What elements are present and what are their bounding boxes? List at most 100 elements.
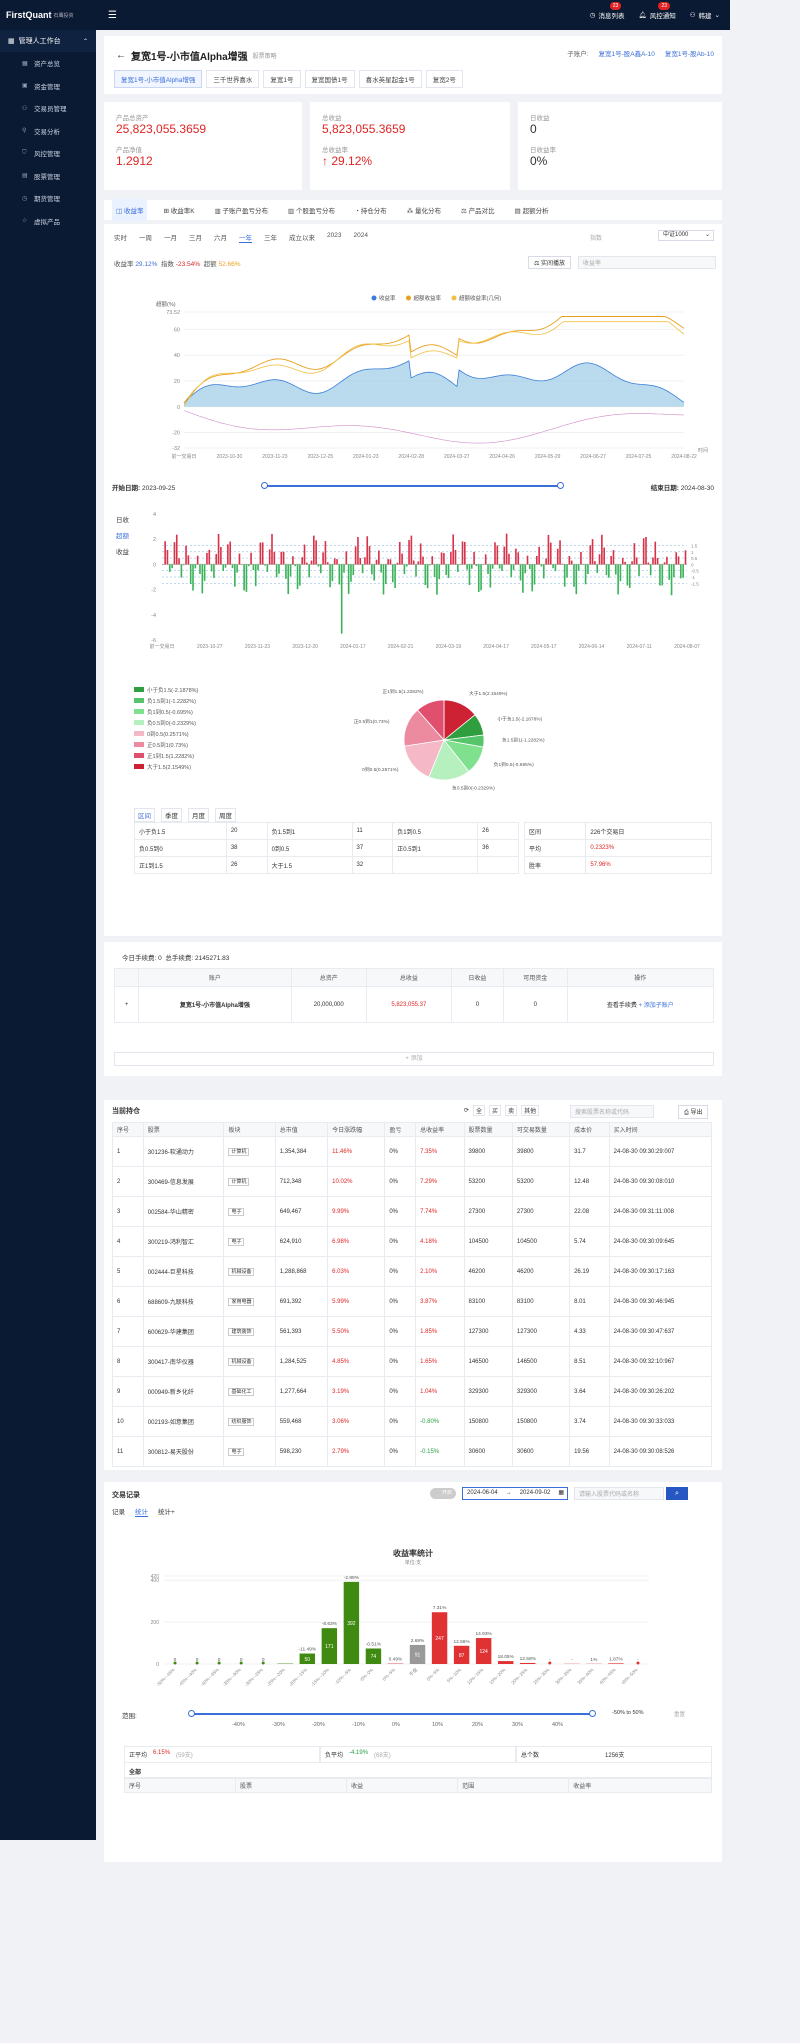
trade-header[interactable]: 收益 bbox=[346, 1778, 459, 1793]
side-tab[interactable]: 收益 bbox=[116, 549, 129, 556]
pie-legend-item[interactable]: 负0.5到0(-0.2329%) bbox=[134, 717, 198, 728]
period-tab[interactable]: 区间 bbox=[134, 808, 155, 822]
table-row[interactable]: 11 300812-易天股份 电子 598,230 2.79% 0% -0.15% 30600… bbox=[112, 1436, 713, 1467]
trade-range-slider[interactable]: 范围: -40% -30% -20% -10% 0% 10% 20% 30% 40% -50% to… bbox=[112, 1708, 712, 1738]
position-filter[interactable]: 卖 bbox=[505, 1105, 518, 1116]
sub-account-link-2[interactable]: 复宽1号-股Ab-10 bbox=[664, 51, 714, 58]
stock-search-input[interactable]: 搜索股票名称或代码 bbox=[570, 1105, 654, 1118]
position-filter[interactable]: 全 bbox=[473, 1105, 486, 1116]
pie-legend-item[interactable]: 大于1.5(2.1549%) bbox=[134, 761, 198, 772]
side-tab[interactable]: 日收 bbox=[116, 517, 129, 524]
position-header[interactable]: 可交易数量 bbox=[511, 1122, 571, 1137]
sidebar-item-2[interactable]: ⚇ 交易员管理 bbox=[0, 97, 96, 120]
tab-6[interactable]: ⚖ 产品对比 bbox=[457, 199, 499, 221]
range-option[interactable]: 六月 bbox=[214, 235, 227, 242]
table-row[interactable]: 5 002444-巨星科技 机械设备 1,288,868 6.03% 0% 2.10% 462… bbox=[112, 1256, 713, 1287]
sidebar-item-0[interactable]: ▦ 资产总览 bbox=[0, 52, 96, 75]
product-tab[interactable]: 复宽1号-小市值Alpha增强 bbox=[114, 70, 203, 88]
trade-range-start-handle[interactable] bbox=[188, 1710, 195, 1717]
tab-5[interactable]: ⁂ 量化分布 bbox=[403, 199, 445, 221]
position-header[interactable]: 今日涨跌幅 bbox=[327, 1122, 386, 1137]
refresh-icon[interactable]: ⟳ bbox=[464, 1108, 470, 1114]
search-button[interactable]: ⌕ bbox=[666, 1487, 688, 1500]
back-arrow-icon[interactable]: ← bbox=[116, 50, 126, 61]
position-header[interactable]: 总收益率 bbox=[415, 1122, 465, 1137]
table-row[interactable]: 8 300417-南华仪器 机械设备 1,284,525 4.85% 0% 1.65% 146… bbox=[112, 1346, 713, 1377]
range-option[interactable]: 2024 bbox=[353, 232, 368, 239]
add-account-button[interactable]: + 添加 bbox=[114, 1052, 714, 1066]
tab-1[interactable]: ⊞ 收益率K bbox=[159, 199, 198, 221]
position-header[interactable]: 买入时间 bbox=[608, 1122, 713, 1137]
trade-tab[interactable]: 统计+ bbox=[158, 1509, 175, 1516]
slider-end-handle[interactable] bbox=[557, 482, 564, 489]
trade-tab[interactable]: 记录 bbox=[112, 1509, 125, 1516]
position-filter[interactable]: 买 bbox=[489, 1105, 502, 1116]
sidebar-item-6[interactable]: ◷ 期货管理 bbox=[0, 187, 96, 210]
date-range-picker[interactable]: 2024-06-04 → 2024-09-02 ▦ bbox=[462, 1487, 568, 1500]
table-row[interactable]: 4 300219-鸿利智汇 电子 624,910 6.98% 0% 4.18% 104500 1… bbox=[112, 1226, 713, 1257]
trade-header[interactable]: 范围 bbox=[457, 1778, 570, 1793]
sidebar-item-3[interactable]: ⚲ 交易分析 bbox=[0, 120, 96, 143]
sidebar-group-workbench[interactable]: ▦ 管理人工作台 ⌃ bbox=[0, 30, 96, 52]
position-header[interactable]: 股票数量 bbox=[463, 1122, 513, 1137]
position-header[interactable]: 序号 bbox=[112, 1122, 144, 1137]
sidebar-item-7[interactable]: ☆ 虚拟产品 bbox=[0, 210, 96, 233]
trade-search-input[interactable]: 请输入股票代码或名称 bbox=[574, 1487, 664, 1500]
table-row[interactable]: 3 002584-华山精密 电子 649,467 9.99% 0% 7.74% 27300 27… bbox=[112, 1196, 713, 1227]
compare-select[interactable]: 中证1000 ⌄ bbox=[658, 230, 714, 241]
sidebar-item-1[interactable]: ▣ 资金管理 bbox=[0, 75, 96, 98]
tab-3[interactable]: ▥ 个股盈亏分布 bbox=[284, 199, 339, 221]
sidebar-item-4[interactable]: ⛉ 风控管理 bbox=[0, 142, 96, 165]
pie-legend-item[interactable]: 小于负1.5(-2.1878%) bbox=[134, 684, 198, 695]
position-header[interactable]: 板块 bbox=[223, 1122, 276, 1137]
side-tab[interactable]: 超额 bbox=[116, 533, 129, 540]
trade-header[interactable]: 股票 bbox=[235, 1778, 348, 1793]
range-option[interactable]: 一年 bbox=[239, 232, 252, 243]
add-sub-account-link[interactable]: + 添加子账户 bbox=[638, 1003, 674, 1009]
messages-button[interactable]: ◷ 消息列表 23 bbox=[590, 2, 624, 20]
position-header[interactable]: 股票 bbox=[142, 1122, 225, 1137]
table-row[interactable]: 1 301236-软通动力 计算机 1,354,384 11.46% 0% 7.35% 398… bbox=[112, 1136, 713, 1167]
trade-tab[interactable]: 统计 bbox=[135, 1506, 148, 1517]
trade-header[interactable]: 收益率 bbox=[568, 1778, 712, 1793]
risk-notice-button[interactable]: 🔔︎ 风控通知 23 bbox=[638, 2, 676, 20]
range-option[interactable]: 三月 bbox=[189, 235, 202, 242]
tab-7[interactable]: ▤ 超额分析 bbox=[511, 199, 553, 221]
product-tab[interactable]: 复宽国债1号 bbox=[304, 70, 355, 88]
menu-toggle-icon[interactable]: ☰ bbox=[108, 9, 117, 21]
range-option[interactable]: 一周 bbox=[139, 235, 152, 242]
position-header[interactable]: 盈亏 bbox=[384, 1122, 417, 1137]
pie-legend-item[interactable]: 正0.5到1(0.73%) bbox=[134, 739, 198, 750]
position-header[interactable]: 总市值 bbox=[274, 1122, 329, 1137]
sidebar-item-5[interactable]: ▤ 股票管理 bbox=[0, 165, 96, 188]
position-filter[interactable]: 其他 bbox=[521, 1105, 540, 1116]
pie-legend-item[interactable]: 负1.5到1(-1.2282%) bbox=[134, 695, 198, 706]
sub-account-link-1[interactable]: 复宽1号-股A鑫A-10 bbox=[598, 51, 655, 58]
trade-range-end-handle[interactable] bbox=[589, 1710, 596, 1717]
pie-legend-item[interactable]: 负1到0.5(-0.695%) bbox=[134, 706, 198, 717]
range-option[interactable]: 实时 bbox=[114, 235, 127, 242]
tab-2[interactable]: ▥ 子账户盈亏分布 bbox=[211, 199, 272, 221]
realtime-toggle[interactable]: 开启 bbox=[430, 1488, 456, 1499]
table-row[interactable]: 6 688609-九联科技 家用电器 691,392 5.99% 0% 3.87% 83100… bbox=[112, 1286, 713, 1317]
table-row[interactable]: 9 000949-新乡化纤 基础化工 1,277,664 3.19% 0% 1.04% 329… bbox=[112, 1376, 713, 1407]
product-tab[interactable]: 三千世界喜水 bbox=[206, 70, 260, 88]
range-option[interactable]: 三年 bbox=[264, 235, 277, 242]
logo[interactable]: FirstQuant 石鹰投资 bbox=[0, 0, 96, 30]
user-menu[interactable]: ⚇ 韩建 ⌄ bbox=[690, 10, 720, 20]
period-tab[interactable]: 月度 bbox=[188, 808, 209, 822]
view-fee-link[interactable]: 查看手续费 bbox=[606, 1003, 637, 1009]
playback-button[interactable]: ⚖ 实间播放 bbox=[528, 256, 572, 269]
rate-search-input[interactable]: 收益率 bbox=[578, 256, 716, 269]
product-tab[interactable]: 喜水英星起金1号 bbox=[358, 70, 422, 88]
range-option[interactable]: 成立以来 bbox=[289, 235, 315, 242]
product-tab[interactable]: 复宽1号 bbox=[263, 70, 301, 88]
export-button[interactable]: ⎙ 导出 bbox=[678, 1105, 709, 1119]
range-option[interactable]: 一月 bbox=[164, 235, 177, 242]
tab-0[interactable]: ◫ 收益率 bbox=[112, 199, 148, 221]
table-row[interactable]: 7 600629-华建集团 建筑装饰 561,393 5.50% 0% 1.85% 12730… bbox=[112, 1316, 713, 1347]
expand-row-button[interactable]: + bbox=[113, 986, 140, 1023]
tab-4[interactable]: ◔ 持仓分布 bbox=[351, 199, 391, 221]
table-row[interactable]: 10 002193-如意集团 纺织服饰 559,468 3.06% 0% -0.80% 150… bbox=[112, 1406, 713, 1437]
pie-legend-item[interactable]: 正1到1.5(1.2282%) bbox=[134, 750, 198, 761]
